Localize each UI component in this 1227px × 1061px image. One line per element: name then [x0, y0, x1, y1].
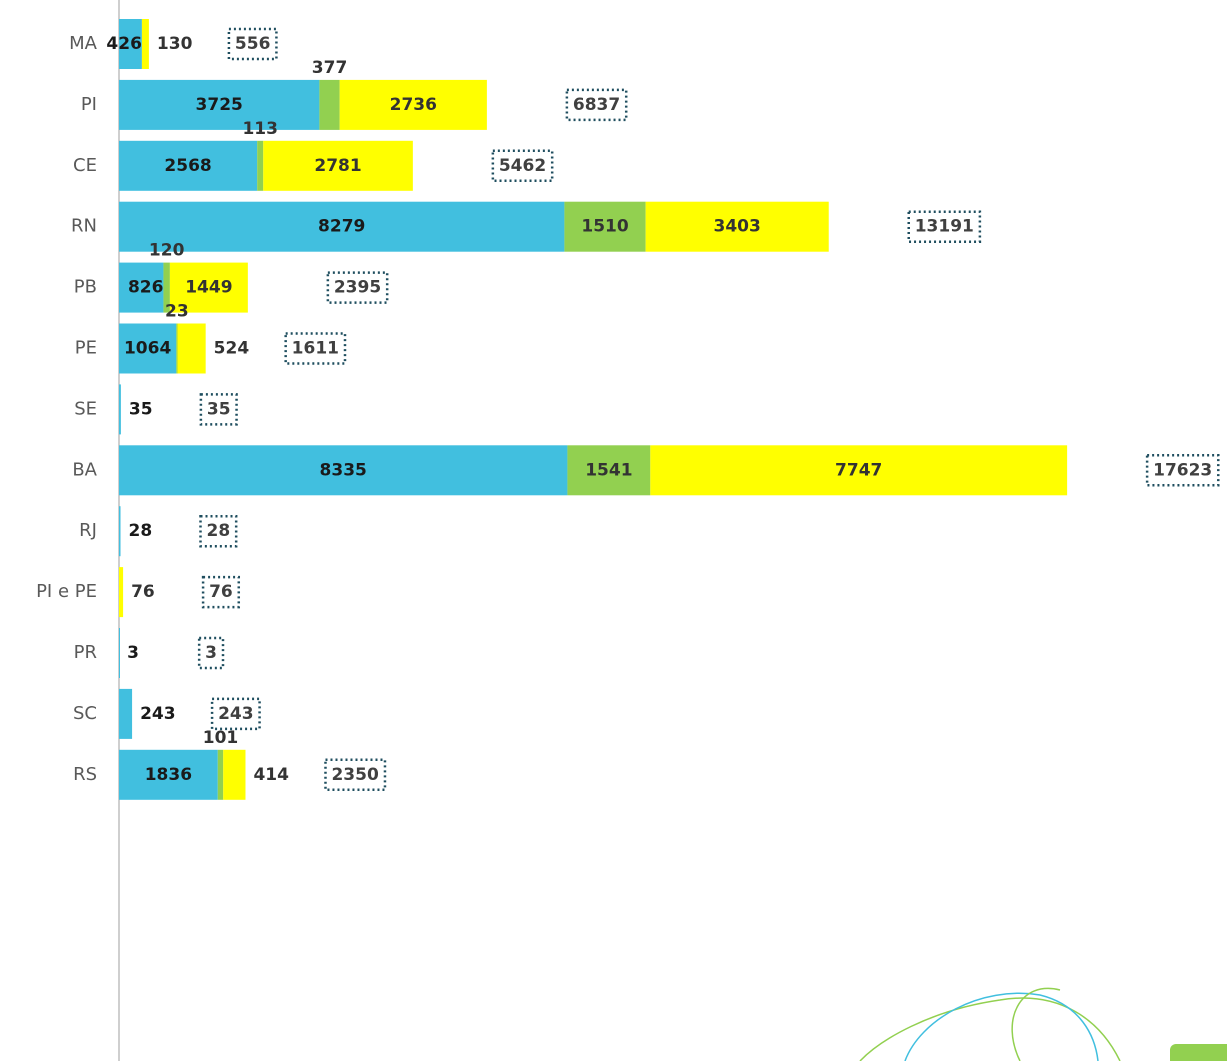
- bar-segment: [169, 262, 248, 313]
- total-box: [227, 27, 278, 61]
- data-label: 101: [203, 728, 239, 748]
- total-box: [210, 697, 261, 731]
- total-label: 3: [205, 643, 217, 663]
- category-label: SE: [74, 398, 97, 419]
- bar-segment: [119, 688, 133, 739]
- data-label: 3403: [714, 217, 761, 237]
- bar-segment: [567, 445, 651, 496]
- bar-segment: [119, 384, 121, 435]
- total-label: 35: [207, 399, 231, 419]
- bar-segment: [217, 749, 224, 800]
- bar-segment: [564, 201, 646, 252]
- category-label: MA: [69, 33, 98, 54]
- data-label: 524: [214, 339, 250, 359]
- data-label: 2736: [390, 95, 437, 115]
- category-label: SC: [73, 703, 97, 724]
- category-label: RN: [71, 216, 97, 237]
- data-label: 1541: [585, 460, 632, 480]
- total-box: [1145, 454, 1220, 487]
- bar-segment: [319, 79, 340, 130]
- bar-segment: [650, 445, 1068, 496]
- total-box: [907, 210, 982, 243]
- total-label: 6837: [573, 95, 620, 115]
- category-label: PI e PE: [36, 581, 97, 602]
- data-label: 8335: [320, 460, 367, 480]
- total-label: 17623: [1153, 460, 1212, 480]
- data-label: 1449: [185, 278, 232, 298]
- data-label: 23: [165, 302, 189, 322]
- data-label: 3725: [196, 95, 243, 115]
- category-label: PR: [74, 642, 97, 663]
- total-box: [199, 514, 238, 548]
- data-label: 414: [253, 765, 289, 785]
- total-label: 1611: [292, 339, 339, 359]
- data-label: 7747: [835, 460, 882, 480]
- total-box: [201, 575, 241, 609]
- category-label: RJ: [79, 520, 97, 541]
- data-label: 76: [131, 582, 155, 602]
- data-label: 1836: [145, 765, 192, 785]
- bar-segment: [119, 201, 565, 252]
- total-label: 243: [218, 704, 254, 724]
- bar-segment: [263, 140, 413, 191]
- data-label: 8279: [318, 217, 365, 237]
- data-label: 426: [106, 34, 142, 54]
- category-label: CE: [73, 155, 97, 176]
- bar-segment: [645, 201, 829, 252]
- data-label: 120: [149, 241, 185, 261]
- total-box: [197, 636, 225, 670]
- bar-segment: [119, 628, 120, 678]
- data-label: 826: [128, 278, 164, 298]
- category-label: PB: [74, 277, 97, 298]
- bar-segment: [141, 19, 149, 69]
- bar-segment: [119, 262, 164, 313]
- data-label: 2568: [164, 156, 211, 176]
- data-label: 2781: [314, 156, 361, 176]
- data-label: 35: [129, 399, 153, 419]
- decoration: [859, 987, 1227, 1061]
- total-label: 5462: [499, 156, 546, 176]
- data-label: 3: [127, 643, 139, 663]
- data-label: 377: [312, 58, 348, 78]
- category-label: RS: [73, 764, 97, 785]
- category-label: PE: [75, 338, 97, 359]
- total-label: 76: [209, 582, 233, 602]
- bar-segment: [119, 567, 124, 618]
- total-label: 556: [235, 34, 270, 54]
- total-box: [199, 393, 238, 426]
- bar-segment: [119, 323, 177, 374]
- bar-segment: [257, 140, 264, 191]
- bar-segment: [119, 140, 258, 191]
- bar-segment: [176, 323, 178, 374]
- total-label: 28: [207, 521, 231, 541]
- data-label: 243: [140, 704, 176, 724]
- bar-segment: [119, 506, 121, 557]
- bar-segment: [119, 749, 218, 800]
- data-label: 130: [157, 34, 193, 54]
- bar-segment: [119, 445, 568, 496]
- data-label: 28: [129, 521, 153, 541]
- bar-segment: [177, 323, 206, 374]
- data-label: 1510: [581, 217, 628, 237]
- data-label: 1064: [124, 339, 171, 359]
- bar-segment: [339, 79, 487, 130]
- total-label: 2395: [334, 278, 381, 298]
- data-label: 113: [242, 119, 278, 139]
- bar-segment: [163, 262, 170, 313]
- bar-segment: [223, 749, 246, 800]
- total-label: 13191: [915, 217, 974, 237]
- bar-segment: [119, 19, 142, 69]
- category-label: BA: [72, 459, 97, 480]
- category-label: PI: [81, 94, 97, 115]
- bar-segment: [119, 79, 320, 130]
- total-label: 2350: [331, 765, 378, 785]
